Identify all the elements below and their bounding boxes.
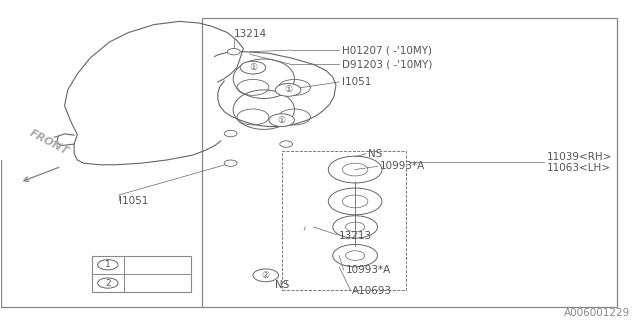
Text: A006001229: A006001229: [563, 308, 630, 318]
Text: 13213: 13213: [339, 231, 372, 242]
Circle shape: [98, 278, 118, 288]
Circle shape: [280, 141, 292, 147]
Text: I1051: I1051: [342, 77, 372, 87]
Circle shape: [275, 84, 301, 96]
Text: 2: 2: [105, 279, 111, 288]
Text: ②: ②: [262, 271, 270, 280]
Text: FRONT: FRONT: [28, 128, 70, 157]
Text: A10693: A10693: [352, 286, 392, 296]
Text: 13214: 13214: [234, 29, 267, 39]
Bar: [202, 18, 617, 307]
Text: 10993*A: 10993*A: [346, 265, 391, 275]
Text: I1051: I1051: [119, 196, 148, 206]
Bar: [92, 256, 191, 292]
Text: 11039<RH>: 11039<RH>: [547, 152, 612, 162]
Text: A91055: A91055: [130, 278, 172, 288]
Text: ①: ①: [249, 63, 257, 72]
Text: 15027: 15027: [130, 260, 165, 270]
Text: 11063<LH>: 11063<LH>: [547, 163, 611, 173]
Circle shape: [282, 87, 294, 93]
Bar: [282, 151, 406, 290]
Text: 10993*A: 10993*A: [380, 161, 425, 172]
Circle shape: [269, 114, 294, 126]
Circle shape: [224, 160, 237, 166]
Text: ①: ①: [278, 116, 285, 125]
Circle shape: [224, 130, 237, 137]
Circle shape: [253, 269, 278, 282]
Circle shape: [98, 260, 118, 270]
Text: H01207 ( -'10MY): H01207 ( -'10MY): [342, 45, 433, 55]
Circle shape: [275, 119, 288, 125]
Text: ①: ①: [284, 85, 292, 94]
Text: D91203 ( -'10MY): D91203 ( -'10MY): [342, 60, 433, 69]
Text: 1: 1: [105, 260, 111, 269]
Circle shape: [227, 49, 240, 55]
Text: NS: NS: [368, 148, 382, 159]
Text: NS: NS: [275, 280, 290, 290]
Circle shape: [240, 61, 266, 74]
